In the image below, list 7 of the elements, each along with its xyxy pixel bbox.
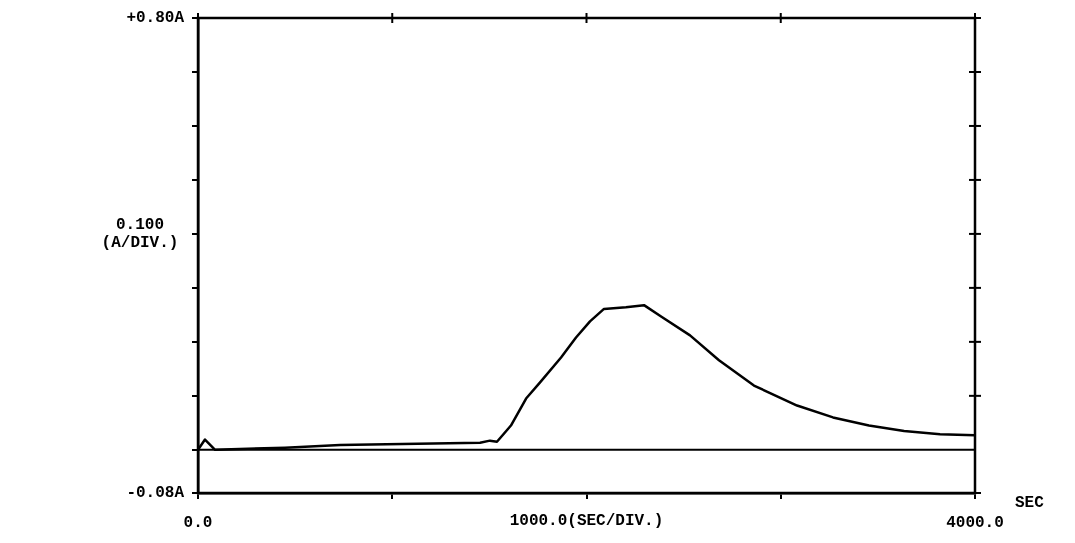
x-tick-label: 4000.0 — [946, 513, 1004, 532]
x-tick-label: 0.0 — [183, 513, 213, 532]
y-tick-label: -0.08A — [126, 484, 185, 503]
y-axis-title: 0.100 (A/DIV.) — [101, 215, 179, 252]
text: SEC — [1015, 494, 1045, 513]
x-axis-title: 1000.0(SEC/DIV.) — [509, 512, 664, 531]
y-tick-label: +0.80A — [126, 9, 185, 28]
